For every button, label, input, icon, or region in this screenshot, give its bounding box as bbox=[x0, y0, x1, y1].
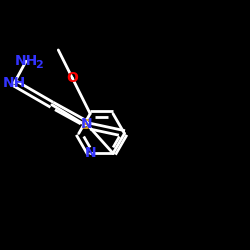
Text: 2: 2 bbox=[35, 60, 42, 70]
Text: N: N bbox=[84, 146, 96, 160]
Text: NH: NH bbox=[14, 54, 38, 68]
Text: N: N bbox=[81, 117, 92, 131]
Text: S: S bbox=[81, 118, 91, 132]
Text: NH: NH bbox=[2, 76, 26, 90]
Text: O: O bbox=[66, 71, 78, 85]
